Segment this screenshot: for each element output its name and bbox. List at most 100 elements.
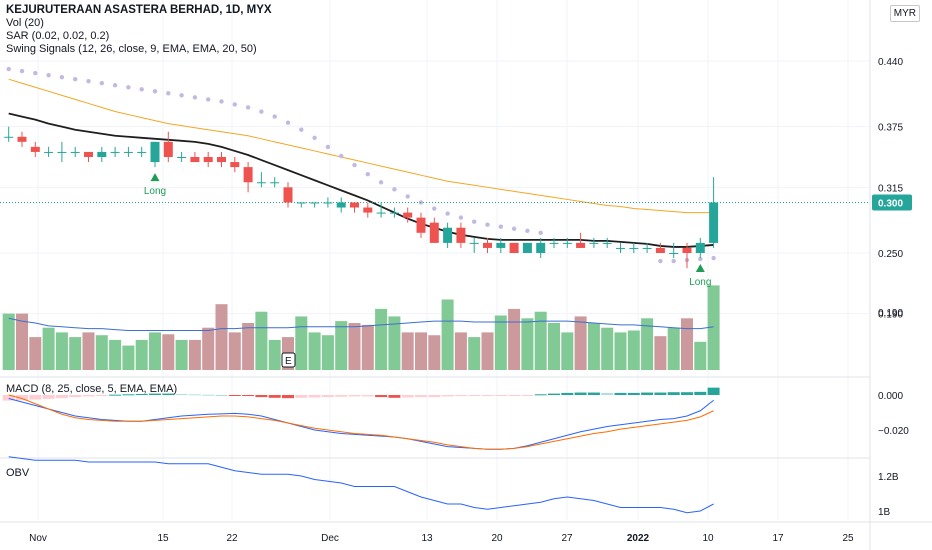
ema-slow-line [8, 78, 714, 214]
macd-histogram-bar [149, 393, 161, 395]
volume-ma-line [8, 317, 714, 332]
volume-bar [468, 337, 481, 370]
candle-body [589, 242, 599, 244]
candle-body [682, 247, 692, 253]
volume-axis-label: 0.190 [878, 308, 903, 319]
volume-bar [627, 330, 640, 370]
last-price-badge [872, 194, 912, 211]
sar-dot [33, 70, 38, 76]
sar-dot [126, 85, 131, 90]
volume-bar [295, 316, 308, 370]
sar-dot [46, 72, 51, 78]
volume-bar [321, 335, 334, 370]
sar-dot [179, 93, 184, 98]
sar-dot [445, 211, 450, 216]
macd-histogram-bar [508, 395, 521, 396]
volume-bar [641, 318, 654, 370]
macd-histogram-bar [694, 391, 707, 395]
sar-dot [671, 258, 676, 264]
candle-body [496, 242, 506, 248]
volume-bar [361, 324, 374, 370]
candle-body [562, 242, 572, 244]
sar-dot [365, 171, 370, 177]
time-axis-label: 20 [491, 533, 503, 544]
sar-dot [112, 83, 118, 88]
macd-histogram-bar [388, 395, 401, 398]
macd-histogram-bar [295, 395, 308, 398]
macd-histogram-bar [428, 395, 441, 398]
macd-histogram-bar [321, 395, 334, 398]
macd-histogram-bar [2, 395, 15, 401]
macd-histogram-bar [228, 395, 241, 396]
candle-body [4, 136, 14, 138]
sar-dot [73, 76, 78, 82]
candle-body [536, 242, 546, 253]
price-axis-label: 0.375 [878, 123, 903, 134]
macd-histogram-bar [454, 395, 467, 397]
sar-dot [206, 97, 211, 102]
macd-histogram-bar [441, 395, 454, 397]
sar-dot [432, 206, 437, 211]
candle-body [296, 202, 306, 204]
sar-dot [658, 258, 663, 264]
volume-bar [122, 345, 135, 370]
time-axis-label: 27 [561, 533, 573, 544]
sar-dot [378, 180, 384, 185]
volume-bar [69, 337, 82, 370]
ema-fast-line [8, 112, 714, 248]
macd-histogram-bar [361, 395, 374, 397]
volume-bar [149, 332, 161, 370]
macd-axis-label: 0.000 [878, 391, 903, 402]
volume-bar [42, 327, 55, 370]
volume-bar [561, 332, 574, 370]
legend-volume: Vol (20) [6, 17, 44, 29]
volume-bar [55, 332, 68, 370]
sar-dot [166, 91, 171, 96]
volume-bar [667, 327, 680, 370]
candle-body [230, 162, 240, 168]
volume-bar [521, 318, 534, 370]
candle-body [217, 157, 226, 163]
macd-histogram-bar [282, 395, 294, 399]
sar-dot [59, 74, 65, 80]
macd-histogram-bar [667, 392, 680, 395]
long-signal-label: Long [689, 277, 711, 288]
macd-histogram-bar [268, 395, 281, 398]
currency-badge[interactable]: MYR [889, 5, 920, 22]
sar-dot [19, 68, 25, 74]
macd-histogram-bar [29, 395, 42, 400]
macd-histogram-bar [42, 395, 55, 399]
volume-bar [534, 311, 547, 370]
macd-histogram-bar [587, 392, 600, 395]
candle-body [97, 151, 107, 157]
macd-histogram-bar [188, 394, 201, 396]
sar-dot [99, 81, 105, 86]
candle-body [709, 202, 719, 243]
time-axis-label: Dec [321, 533, 339, 544]
candle-body [84, 151, 93, 157]
macd-histogram-bar [627, 392, 640, 395]
sar-dot [538, 230, 543, 235]
candle-body [549, 242, 559, 244]
candle-body [44, 151, 54, 153]
sar-dot [6, 66, 11, 72]
earnings-marker-label: E [285, 356, 292, 367]
sar-dot [232, 102, 237, 107]
sar-dot [86, 79, 91, 84]
candle-body [522, 242, 532, 253]
macd-axis-label: −0.020 [878, 426, 909, 437]
macd-histogram-bar [69, 395, 82, 398]
obv-line [8, 456, 714, 514]
macd-histogram-bar [468, 395, 481, 396]
macd-histogram-bar [481, 395, 494, 396]
sar-dot [485, 222, 490, 227]
sar-dot [458, 215, 464, 220]
sar-dot [272, 114, 277, 119]
candle-body [616, 247, 625, 249]
candle-body [509, 242, 519, 253]
long-signal-label: Long [144, 186, 166, 197]
macd-histogram-bar [415, 395, 427, 398]
volume-bar [228, 332, 241, 370]
sar-dot [285, 120, 291, 125]
